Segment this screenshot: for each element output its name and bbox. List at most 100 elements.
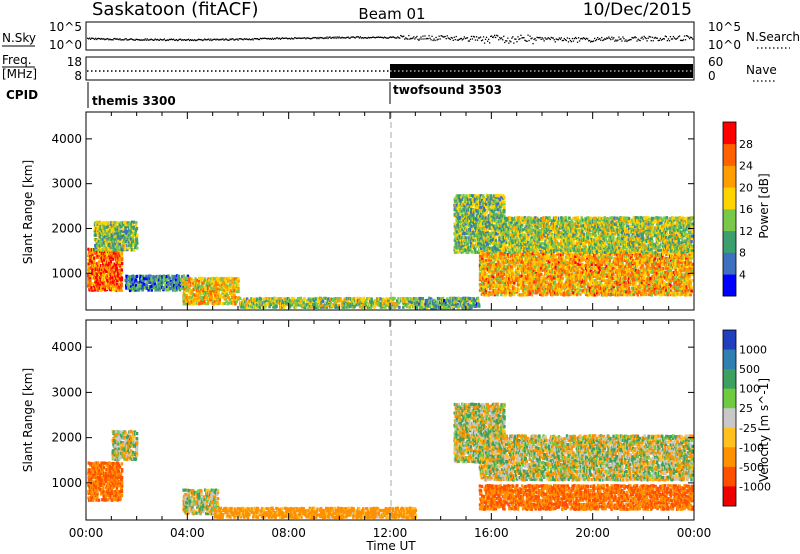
echo-cell [482,212,485,216]
echo-cell [295,303,299,307]
nsky-point [294,37,296,39]
nsky-point [430,39,432,41]
echo-cell [497,285,500,289]
nsky-point [610,38,612,41]
echo-cell [467,198,470,202]
echo-cell [482,273,486,277]
nsky-point [265,38,268,40]
echo-cell [467,204,470,208]
echo-cell [464,306,467,310]
nsky-point [315,37,317,39]
nsky-point [595,39,597,42]
nsky-point [325,37,327,39]
nsky-point [313,37,315,39]
echo-cell [315,297,318,301]
nsky-point [606,37,608,39]
echo-cell [314,305,317,309]
echo-cell [224,297,227,301]
echo-cell [116,286,119,290]
echo-cell [117,242,120,246]
nsky-point [295,37,297,39]
echo-cell [488,200,492,204]
nsky-point [374,37,377,39]
echo-cell [408,305,411,309]
echo-cell [458,297,461,301]
nsky-point [94,38,96,41]
echo-cell [268,305,271,309]
echo-cell [134,233,138,237]
echo-cell [120,246,123,250]
echo-cell [271,301,274,305]
nsky-point [290,38,292,40]
nsky-point [272,38,275,40]
echo-cell [421,299,424,303]
echo-cell [486,228,489,232]
echo-cell [499,230,502,234]
echo-cell [327,297,331,301]
echo-cell [179,284,182,288]
nsky-point [341,36,343,38]
nsky-point [603,39,605,41]
nsky-point [543,40,545,42]
echo-cell [391,301,394,305]
echo-cell [91,260,94,264]
echo-cell [468,228,471,232]
echo-cell [462,302,465,306]
echo-cell [107,252,111,256]
echo-cell [134,284,138,288]
echo-cell [221,302,224,306]
echo-cell [474,219,477,224]
echo-cell [158,286,161,291]
echo-cell [105,240,108,244]
echo-cell [504,266,507,271]
echo-cell [470,240,473,244]
nsky-point [466,37,469,39]
echo-cell [172,276,176,280]
echo-cell [482,232,486,236]
echo-cell [393,301,396,305]
nsky-point [119,38,121,40]
echo-cell [132,284,135,288]
echo-cell [475,222,478,226]
echo-cell [234,296,237,300]
echo-cell [469,210,473,214]
echo-cell [415,304,418,308]
nsky-point [87,37,89,39]
echo-cell [87,258,90,262]
nsky-point [688,36,690,38]
nsky-point [190,39,192,41]
echo-cell [433,304,437,308]
nsky-point [302,37,304,39]
echo-cell [317,296,320,300]
echo-cell [493,241,496,245]
echo-cell [107,241,110,245]
echo-cell [129,221,132,225]
echo-cell [116,250,119,254]
echo-cell [481,254,484,258]
echo-cell [214,300,218,304]
echo-cell [307,299,310,303]
echo-cell [453,222,456,226]
nsky-point [497,35,499,37]
echo-cell [336,305,340,309]
echo-cell [494,236,497,240]
nsky-point [481,39,484,41]
echo-cell [478,258,482,262]
echo-cell [111,221,114,225]
echo-cell [152,275,155,279]
freq-label: Freq. [2,53,32,67]
echo-cell [454,207,457,211]
echo-cell [152,283,155,287]
echo-cell [189,289,192,293]
nsky-point [464,37,466,40]
echo-cell [194,277,197,281]
echo-cell [182,274,186,278]
nsky-point [229,38,231,40]
echo-cell [275,303,278,307]
echo-cell [472,238,475,242]
echo-cell [160,284,163,288]
nsky-point [215,39,217,41]
nsky-point [611,36,613,38]
nsky-point [376,36,379,38]
echo-cell [115,262,118,266]
